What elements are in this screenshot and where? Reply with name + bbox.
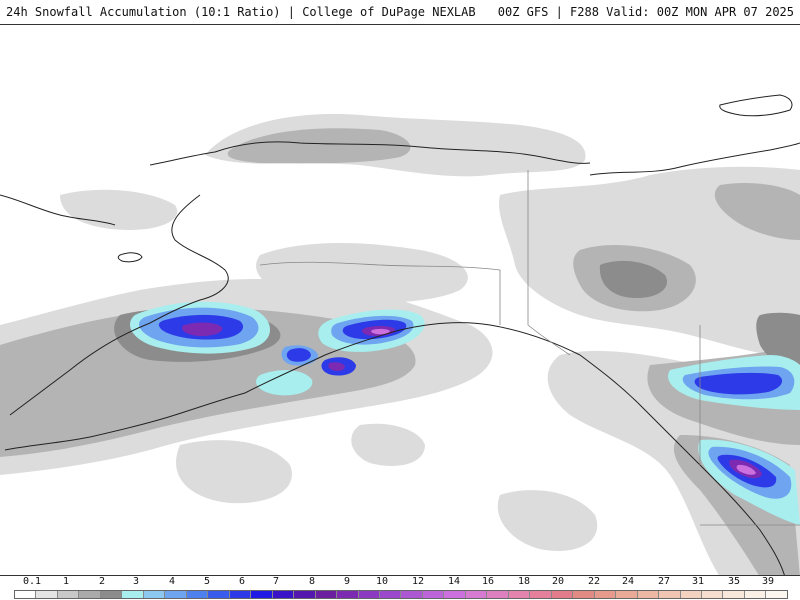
legend-swatch — [315, 591, 338, 598]
map-canvas — [0, 94, 800, 575]
snow-area-interior — [256, 243, 468, 303]
legend-label: 18 — [517, 576, 531, 587]
legend-label: 0.1 — [22, 576, 42, 587]
legend-label: 10 — [375, 576, 389, 587]
legend-label: 20 — [551, 576, 565, 587]
legend-label: 7 — [272, 576, 280, 587]
siberia-coast — [0, 194, 116, 226]
interior-borders — [259, 261, 501, 325]
snow-area-bering — [60, 189, 178, 230]
snow-area-ne-mid — [714, 183, 800, 240]
legend-swatch — [680, 591, 702, 598]
snow-area-ocean-2 — [497, 490, 598, 551]
legend-swatch — [530, 591, 552, 598]
legend-swatch — [616, 591, 638, 598]
snow-area-bc-blue — [694, 372, 783, 395]
legend-swatch — [379, 591, 402, 598]
legend-label: 5 — [203, 576, 211, 587]
alaska-peninsula — [9, 322, 151, 416]
legend-label: 8 — [308, 576, 316, 587]
legend-swatch — [465, 591, 488, 598]
legend-swatch — [702, 591, 724, 598]
legend-swatch — [15, 591, 37, 598]
legend-swatch — [122, 591, 144, 598]
alaska-west-coast — [149, 194, 229, 324]
legend-label: 1 — [62, 576, 70, 587]
snowfall-map — [0, 24, 800, 576]
legend-swatch — [358, 591, 380, 598]
snow-area-arctic-mid — [227, 128, 411, 164]
legend-swatch — [723, 591, 745, 598]
legend-swatch — [659, 591, 681, 598]
legend-label: 3 — [132, 576, 140, 587]
legend-swatch — [766, 591, 787, 598]
legend-swatch — [508, 591, 531, 598]
legend-swatch — [186, 591, 209, 598]
legend-swatch — [551, 591, 574, 598]
legend-label: 9 — [343, 576, 351, 587]
legend-label: 2 — [98, 576, 106, 587]
legend-label: 12 — [411, 576, 425, 587]
alaska-north-coast — [149, 141, 591, 166]
legend-swatch — [573, 591, 595, 598]
canada-north-coast — [589, 142, 800, 176]
legend-swatch — [637, 591, 660, 598]
legend-label: 16 — [481, 576, 495, 587]
snow-field-magenta — [371, 328, 756, 475]
legend-label: 39 — [761, 576, 775, 587]
alaska-canada-border — [527, 170, 571, 356]
snow-area-kenai-magenta — [371, 328, 390, 335]
arctic-islands — [719, 94, 793, 117]
snow-area-yukon-dark — [599, 260, 668, 299]
legend-swatch — [337, 591, 359, 598]
snow-area-islands-cyan — [256, 370, 313, 396]
color-legend: 0.1 1 2 3 4 5 6 7 8 9 10 12 14 16 18 20 22 24 27 31 35 39 — [0, 576, 800, 600]
legend-label: 27 — [657, 576, 671, 587]
map-title: 24h Snowfall Accumulation (10:1 Ratio) |… — [6, 5, 476, 19]
legend-label: 31 — [691, 576, 705, 587]
legend-swatch — [165, 591, 187, 598]
snow-area-gulf-mid — [0, 308, 416, 457]
south-coast — [244, 322, 581, 394]
aleutian-chain — [4, 392, 246, 451]
legend-label: 35 — [727, 576, 741, 587]
legend-swatch — [229, 591, 252, 598]
legend-swatch — [36, 591, 58, 598]
borders — [259, 170, 800, 526]
legend-swatch — [143, 591, 166, 598]
legend-swatch — [444, 591, 466, 598]
legend-swatch — [79, 591, 101, 598]
model-run-info: 00Z GFS | F288 Valid: 00Z MON APR 07 202… — [497, 5, 794, 19]
map-header: 24h Snowfall Accumulation (10:1 Ratio) |… — [0, 0, 800, 24]
snow-area-aleutian-purple — [182, 322, 223, 336]
legend-label: 24 — [621, 576, 635, 587]
snow-area-ocean-3 — [351, 423, 425, 466]
legend-swatch — [57, 591, 80, 598]
snow-area-bc-dark — [756, 312, 800, 370]
snow-area-ocean-1 — [176, 440, 292, 504]
legend-label: 6 — [238, 576, 246, 587]
legend-label: 14 — [447, 576, 461, 587]
snow-area-islands-purple — [328, 362, 345, 371]
legend-swatch — [401, 591, 423, 598]
snow-area-peninsula-blue — [286, 348, 311, 362]
legend-labels: 0.1 1 2 3 4 5 6 7 8 9 10 12 14 16 18 20 22 24 27 31 35 39 — [14, 576, 786, 588]
legend-swatch — [487, 591, 509, 598]
legend-color-bar — [14, 590, 788, 599]
legend-swatch — [744, 591, 767, 598]
legend-swatch — [272, 591, 295, 598]
legend-swatch — [208, 591, 230, 598]
legend-swatch — [100, 591, 123, 598]
legend-swatch — [594, 591, 617, 598]
legend-label: 22 — [587, 576, 601, 587]
legend-swatch — [294, 591, 316, 598]
legend-swatch — [422, 591, 445, 598]
legend-label: 4 — [168, 576, 176, 587]
snow-area-wa-magenta — [736, 464, 756, 475]
legend-swatch — [251, 591, 273, 598]
saint-lawrence-island — [117, 252, 143, 263]
